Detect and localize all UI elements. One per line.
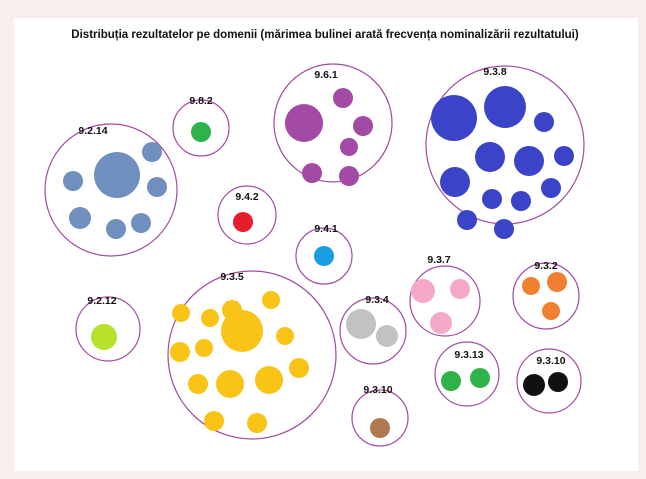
result-bubble-9-3-5-13 <box>204 411 224 431</box>
domain-group-9-3-4: 9.3.4 <box>339 294 407 365</box>
domain-label-9-3-7: 9.3.7 <box>427 254 451 266</box>
result-bubble-9-6-1-2 <box>333 88 353 108</box>
domain-group-9-3-8: 9.3.8 <box>425 65 585 239</box>
result-bubble-9-3-5-5 <box>221 310 263 352</box>
result-bubble-9-3-2-3 <box>542 302 560 320</box>
result-bubble-9-3-8-2 <box>484 86 526 128</box>
domain-label-9-4-2: 9.4.2 <box>235 191 259 203</box>
domain-label-9-3-10: 9.3.10 <box>536 355 565 367</box>
domain-group-9-3-7: 9.3.7 <box>409 254 481 337</box>
result-bubble-9-3-13-2 <box>470 368 490 388</box>
result-bubble-9-3-2-1 <box>522 277 540 295</box>
result-bubble-9-3-10-1 <box>523 374 545 396</box>
result-bubble-9-6-1-6 <box>339 166 359 186</box>
result-bubble-9-3-10-1 <box>370 418 390 438</box>
result-bubble-9-3-8-7 <box>440 167 470 197</box>
result-bubble-9-2-14-6 <box>106 219 126 239</box>
result-bubble-9-3-8-12 <box>494 219 514 239</box>
result-bubble-9-4-1-1 <box>314 246 334 266</box>
result-bubble-9-6-1-4 <box>340 138 358 156</box>
diagram-title: Distribuția rezultatelor pe domenii (măr… <box>71 29 579 41</box>
domain-group-9-2-12: 9.2.12 <box>75 295 141 362</box>
result-bubble-9-3-5-12 <box>289 358 309 378</box>
result-bubble-9-3-8-9 <box>511 191 531 211</box>
result-bubble-9-3-8-10 <box>541 178 561 198</box>
domain-label-9-3-4: 9.3.4 <box>365 294 389 306</box>
result-bubble-9-8-2-1 <box>191 122 211 142</box>
domain-group-9-3-10: 9.3.10 <box>516 348 582 414</box>
result-bubble-9-6-1-5 <box>302 163 322 183</box>
result-bubble-9-2-14-2 <box>63 171 83 191</box>
result-bubble-9-3-5-8 <box>195 339 213 357</box>
result-bubble-9-2-14-1 <box>94 152 140 198</box>
domain-group-9-3-5: 9.3.5 <box>167 270 337 440</box>
result-bubble-9-3-5-11 <box>255 366 283 394</box>
result-bubble-9-3-4-1 <box>346 309 376 339</box>
domain-label-9-3-2: 9.3.2 <box>534 260 558 272</box>
domain-label-9-3-10: 9.3.10 <box>363 384 392 396</box>
domain-ring-9-3-5 <box>167 270 337 440</box>
result-bubble-9-3-7-1 <box>411 279 435 303</box>
result-bubble-9-3-2-2 <box>547 272 567 292</box>
domain-ring-9-6-1 <box>273 63 393 183</box>
result-bubble-9-2-14-7 <box>131 213 151 233</box>
result-bubble-9-6-1-3 <box>353 116 373 136</box>
result-bubble-9-4-2-1 <box>233 212 253 232</box>
domain-label-9-3-8: 9.3.8 <box>483 66 507 78</box>
result-bubble-9-2-14-5 <box>69 207 91 229</box>
result-bubble-9-3-5-6 <box>276 327 294 345</box>
result-bubble-9-3-5-14 <box>247 413 267 433</box>
domain-group-9-2-14: 9.2.14 <box>44 123 178 257</box>
result-bubble-9-3-5-2 <box>262 291 280 309</box>
result-bubble-9-6-1-1 <box>285 104 323 142</box>
result-bubble-9-3-8-11 <box>457 210 477 230</box>
result-bubble-9-2-14-3 <box>142 142 162 162</box>
result-bubble-9-3-8-6 <box>554 146 574 166</box>
domain-label-9-3-13: 9.3.13 <box>454 349 483 361</box>
result-bubble-9-3-8-5 <box>514 146 544 176</box>
domain-group-9-3-10: 9.3.10 <box>351 384 409 447</box>
result-bubble-9-3-5-7 <box>170 342 190 362</box>
domain-label-9-6-1: 9.6.1 <box>314 69 338 81</box>
domain-group-9-3-2: 9.3.2 <box>512 260 580 330</box>
bubble-diagram: Distribuția rezultatelor pe domenii (măr… <box>44 29 585 447</box>
domain-group-9-8-2: 9.8.2 <box>172 95 230 157</box>
result-bubble-9-3-5-4 <box>201 309 219 327</box>
domain-group-9-4-1: 9.4.1 <box>295 223 353 285</box>
result-bubble-9-3-8-4 <box>475 142 505 172</box>
domain-ring-9-3-2 <box>512 262 580 330</box>
result-bubble-9-2-14-4 <box>147 177 167 197</box>
result-bubble-9-3-13-1 <box>441 371 461 391</box>
result-bubble-9-3-4-2 <box>376 325 398 347</box>
domain-group-9-4-2: 9.4.2 <box>217 185 277 245</box>
result-bubble-9-3-7-2 <box>450 279 470 299</box>
result-bubble-9-3-8-3 <box>534 112 554 132</box>
result-bubble-9-3-10-2 <box>548 372 568 392</box>
domain-label-9-8-2: 9.8.2 <box>189 95 213 107</box>
domain-label-9-4-1: 9.4.1 <box>314 223 338 235</box>
result-bubble-9-3-8-8 <box>482 189 502 209</box>
domain-group-9-3-13: 9.3.13 <box>434 341 500 407</box>
result-bubble-9-3-5-10 <box>216 370 244 398</box>
domain-label-9-2-14: 9.2.14 <box>78 125 107 137</box>
diagram-frame: Distribuția rezultatelor pe domenii (măr… <box>14 18 638 471</box>
domain-label-9-3-5: 9.3.5 <box>220 271 244 283</box>
result-bubble-9-3-5-9 <box>188 374 208 394</box>
domain-group-9-6-1: 9.6.1 <box>273 63 393 186</box>
result-bubble-9-3-5-3 <box>172 304 190 322</box>
domain-label-9-2-12: 9.2.12 <box>87 295 116 307</box>
result-bubble-9-3-8-1 <box>431 95 477 141</box>
result-bubble-9-2-12-1 <box>91 324 117 350</box>
result-bubble-9-3-7-3 <box>430 312 452 334</box>
